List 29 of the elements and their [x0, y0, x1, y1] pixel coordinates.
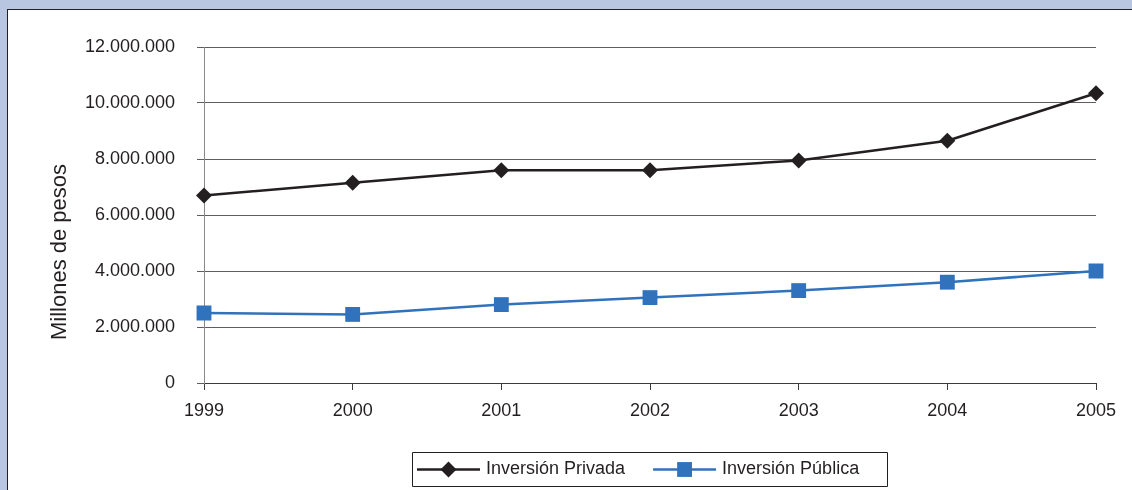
- point: [1088, 85, 1104, 102]
- y-tick-label: 4.000.000: [94, 259, 175, 280]
- y-axis-title: Millones de pesos: [46, 163, 72, 341]
- x-tick-label: 2005: [1075, 399, 1117, 420]
- point: [493, 162, 510, 179]
- point: [642, 290, 658, 306]
- y-tick-label: 2.000.000: [94, 315, 175, 336]
- y-tick-label: 6.000.000: [94, 203, 175, 224]
- x-tick-label: 2002: [629, 399, 671, 420]
- x-tick-label: 2001: [481, 399, 522, 420]
- legend-label: Inversión Pública: [722, 458, 861, 479]
- y-tick-label: 10.000.000: [84, 91, 175, 112]
- point: [493, 297, 509, 313]
- x-tick-label: 2004: [927, 399, 968, 420]
- y-tick-label: 0: [164, 371, 175, 392]
- point: [790, 152, 807, 169]
- y-tick-label: 8.000.000: [94, 147, 175, 168]
- point: [939, 132, 956, 149]
- point: [939, 274, 955, 290]
- y-tick-label: 12.000.000: [84, 35, 175, 56]
- x-tick-label: 2003: [778, 399, 819, 420]
- point: [344, 174, 361, 191]
- point: [196, 187, 212, 204]
- point: [345, 306, 361, 322]
- legend-label: Inversión Privada: [486, 458, 627, 479]
- x-tick-label: 1999: [183, 399, 225, 420]
- point: [791, 283, 807, 299]
- point: [642, 162, 658, 179]
- x-tick-label: 2000: [332, 399, 373, 420]
